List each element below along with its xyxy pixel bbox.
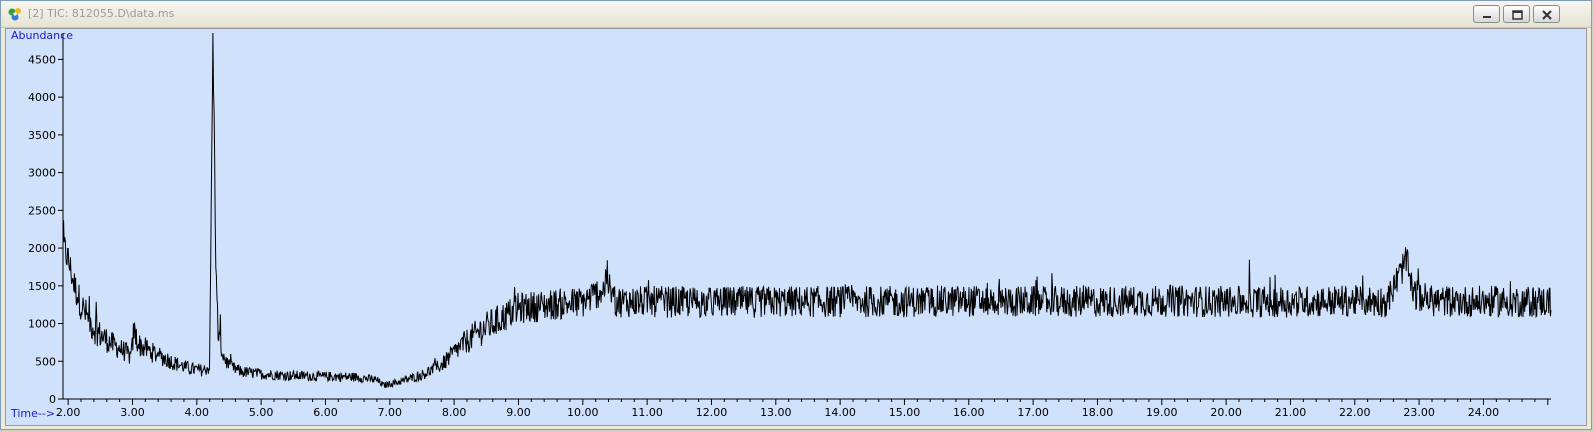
x-tick-label: 18.00 (1082, 406, 1114, 419)
x-tick-label: 22.00 (1339, 406, 1371, 419)
x-tick-label: 6.00 (313, 406, 338, 419)
x-tick-label: 5.00 (249, 406, 274, 419)
y-axis-title: Abundance (11, 29, 73, 42)
x-axis-title: Time--> (10, 407, 55, 420)
tic-chromatogram-chart: 0 500 1000 1500 2000 2500 3000 3500 4000 4500 2.00… (10, 29, 1552, 420)
close-button[interactable] (1533, 5, 1560, 23)
y-tick-label: 3500 (28, 129, 56, 142)
y-tick-label: 0 (49, 393, 56, 406)
y-tick-label: 1000 (28, 318, 56, 331)
y-tick-label: 2000 (28, 242, 56, 255)
close-icon (1542, 10, 1552, 20)
x-tick-label: 16.00 (953, 406, 985, 419)
x-tick-label: 13.00 (760, 406, 792, 419)
x-tick-label: 14.00 (824, 406, 856, 419)
y-tick-label: 4000 (28, 91, 56, 104)
title-bar[interactable]: [2] TIC: 812055.D\data.ms (1, 1, 1591, 28)
y-tick-label: 4500 (28, 53, 56, 66)
x-tick-label: 12.00 (696, 406, 728, 419)
x-tick-label: 17.00 (1017, 406, 1049, 419)
y-tick-label: 1500 (28, 280, 56, 293)
x-tick-label: 24.00 (1468, 406, 1500, 419)
y-tick-label: 2500 (28, 204, 56, 217)
x-tick-label: 4.00 (185, 406, 210, 419)
y-tick-label: 500 (35, 355, 56, 368)
x-tick-label: 20.00 (1210, 406, 1242, 419)
x-tick-label: 23.00 (1403, 406, 1435, 419)
y-tick-label: 3000 (28, 167, 56, 180)
minimize-button[interactable] (1473, 5, 1500, 23)
minimize-icon (1483, 16, 1491, 18)
restore-button[interactable] (1503, 5, 1530, 23)
window-title: [2] TIC: 812055.D\data.ms (28, 7, 175, 20)
x-tick-label: 2.00 (56, 406, 81, 419)
x-tick-label: 7.00 (378, 406, 403, 419)
x-tick-label: 9.00 (506, 406, 531, 419)
x-tick-label: 8.00 (442, 406, 467, 419)
chemstation-app-icon (8, 8, 21, 21)
x-tick-label: 10.00 (567, 406, 599, 419)
x-tick-label: 19.00 (1146, 406, 1178, 419)
x-tick-label: 3.00 (120, 406, 145, 419)
restore-icon (1512, 10, 1523, 20)
chromatogram-plot-area[interactable]: 0 500 1000 1500 2000 2500 3000 3500 4000 4500 2.00… (5, 28, 1587, 426)
x-tick-label: 21.00 (1275, 406, 1307, 419)
x-tick-label: 11.00 (631, 406, 663, 419)
tic-trace-line (62, 32, 1552, 389)
x-tick-label: 15.00 (889, 406, 921, 419)
